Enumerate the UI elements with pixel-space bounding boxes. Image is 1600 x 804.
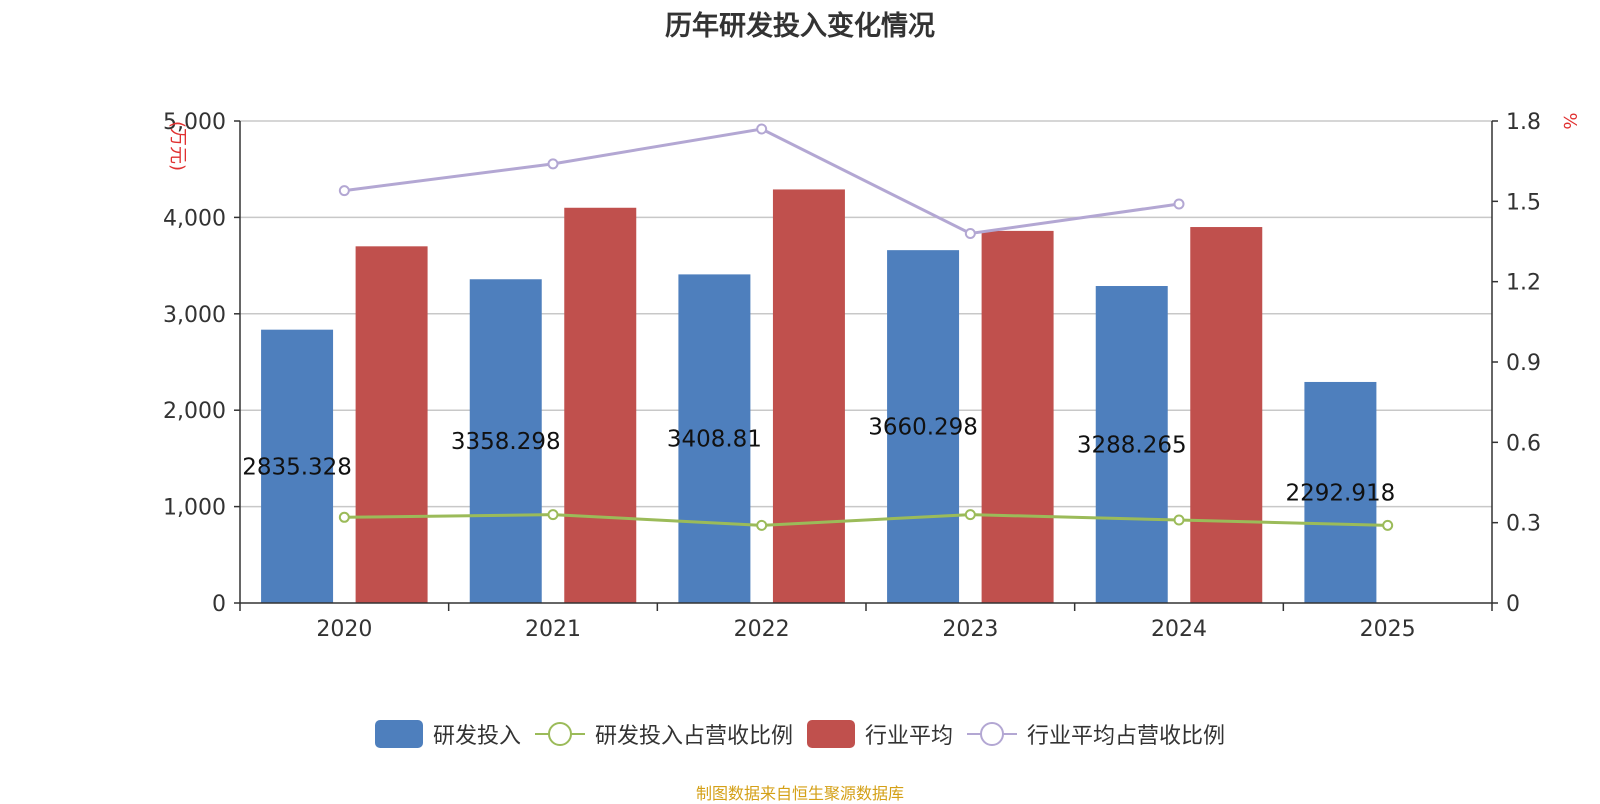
bar-rd-investment	[469, 279, 542, 603]
bar-industry-average	[981, 230, 1054, 603]
bar-data-label: 3408.81	[667, 427, 762, 453]
legend-swatch-line	[967, 722, 1018, 746]
bar-data-label: 3660.298	[868, 415, 978, 441]
legend-item[interactable]: 行业平均占营收比例	[967, 718, 1225, 750]
y-right-tick-label: 1.8	[1506, 110, 1541, 135]
x-tick-label: 2024	[1151, 617, 1207, 642]
axes: 0 1,000 2,000 3,000 4,000 5,000 0 0.3 0.6 0.9 1.2 1…	[163, 110, 1580, 642]
legend: 研发投入 研发投入占营收比例 行业平均 行业平均占营收比例	[0, 718, 1600, 750]
legend-item[interactable]: 研发投入占营收比例	[534, 718, 793, 750]
line-rd-ratio	[344, 513, 1388, 527]
point-rd-ratio	[1382, 519, 1394, 531]
bars	[261, 189, 1377, 604]
bar-rd-investment	[678, 274, 751, 603]
y-right-tick-label: 1.5	[1506, 190, 1541, 215]
point-rd-ratio	[1173, 514, 1185, 526]
y-left-unit-label: (万元)	[167, 121, 188, 171]
y-left-tick-label: 3,000	[163, 303, 226, 328]
y-right-tick-label: 0.9	[1506, 351, 1541, 376]
y-right-tick-label: 0	[1506, 592, 1520, 617]
legend-swatch-line	[534, 722, 585, 746]
y-left-tick-label: 1,000	[163, 496, 226, 521]
lines	[338, 123, 1394, 531]
legend-label: 研发投入	[432, 724, 521, 749]
gridlines	[240, 120, 1492, 508]
legend-label: 行业平均	[865, 724, 954, 749]
bar-data-label: 3288.265	[1077, 433, 1187, 459]
bar-rd-investment	[887, 250, 960, 603]
x-tick-label: 2025	[1360, 617, 1416, 642]
legend-swatch-bar	[807, 720, 855, 748]
bar-rd-investment	[1304, 381, 1377, 603]
point-rd-ratio	[547, 509, 559, 521]
data-labels: 2835.328 3358.298 3408.81 3660.298 3288.265 2…	[242, 415, 1395, 507]
y-right-tick-label: 0.3	[1506, 512, 1541, 537]
point-rd-ratio	[338, 511, 350, 523]
point-rd-ratio	[964, 509, 976, 521]
point-industry-ratio	[338, 185, 350, 197]
y-right-tick-label: 0.6	[1506, 431, 1541, 456]
chart-title: 历年研发投入变化情况	[665, 11, 935, 42]
x-tick-label: 2023	[942, 617, 998, 642]
point-rd-ratio	[756, 519, 768, 531]
bar-data-label: 2292.918	[1286, 480, 1396, 506]
legend-item[interactable]: 研发投入	[374, 718, 521, 750]
y-left-tick-label: 4,000	[163, 206, 226, 231]
y-right-tick-label: 1.2	[1506, 271, 1541, 296]
bar-data-label: 3358.298	[451, 429, 561, 455]
bar-data-label: 2835.328	[242, 454, 352, 480]
x-tick-label: 2020	[316, 617, 372, 642]
legend-label: 研发投入占营收比例	[594, 724, 793, 749]
bar-rd-investment	[1095, 286, 1168, 603]
bar-industry-average	[1190, 227, 1263, 604]
chart-canvas: 0 1,000 2,000 3,000 4,000 5,000 0 0.3 0.6 0.9 1.2 1…	[163, 110, 1580, 642]
legend-label: 行业平均占营收比例	[1027, 724, 1226, 749]
y-left-tick-label: 0	[212, 592, 226, 617]
point-industry-ratio	[756, 123, 768, 135]
legend-item[interactable]: 行业平均	[807, 718, 953, 750]
x-tick-label: 2022	[734, 617, 790, 642]
y-right-unit-label: %	[1559, 112, 1580, 129]
bar-industry-average	[772, 189, 845, 603]
y-left-tick-label: 5,000	[163, 110, 226, 135]
y-left-tick-label: 2,000	[163, 399, 226, 424]
bar-industry-average	[564, 207, 637, 603]
x-tick-label: 2021	[525, 617, 581, 642]
point-industry-ratio	[1173, 198, 1185, 210]
legend-swatch-bar	[374, 720, 423, 748]
bar-rd-investment	[261, 329, 334, 603]
point-industry-ratio	[547, 158, 559, 170]
bar-industry-average	[355, 246, 428, 603]
point-industry-ratio	[964, 227, 976, 239]
source-note: 制图数据来自恒生聚源数据库	[695, 784, 904, 803]
